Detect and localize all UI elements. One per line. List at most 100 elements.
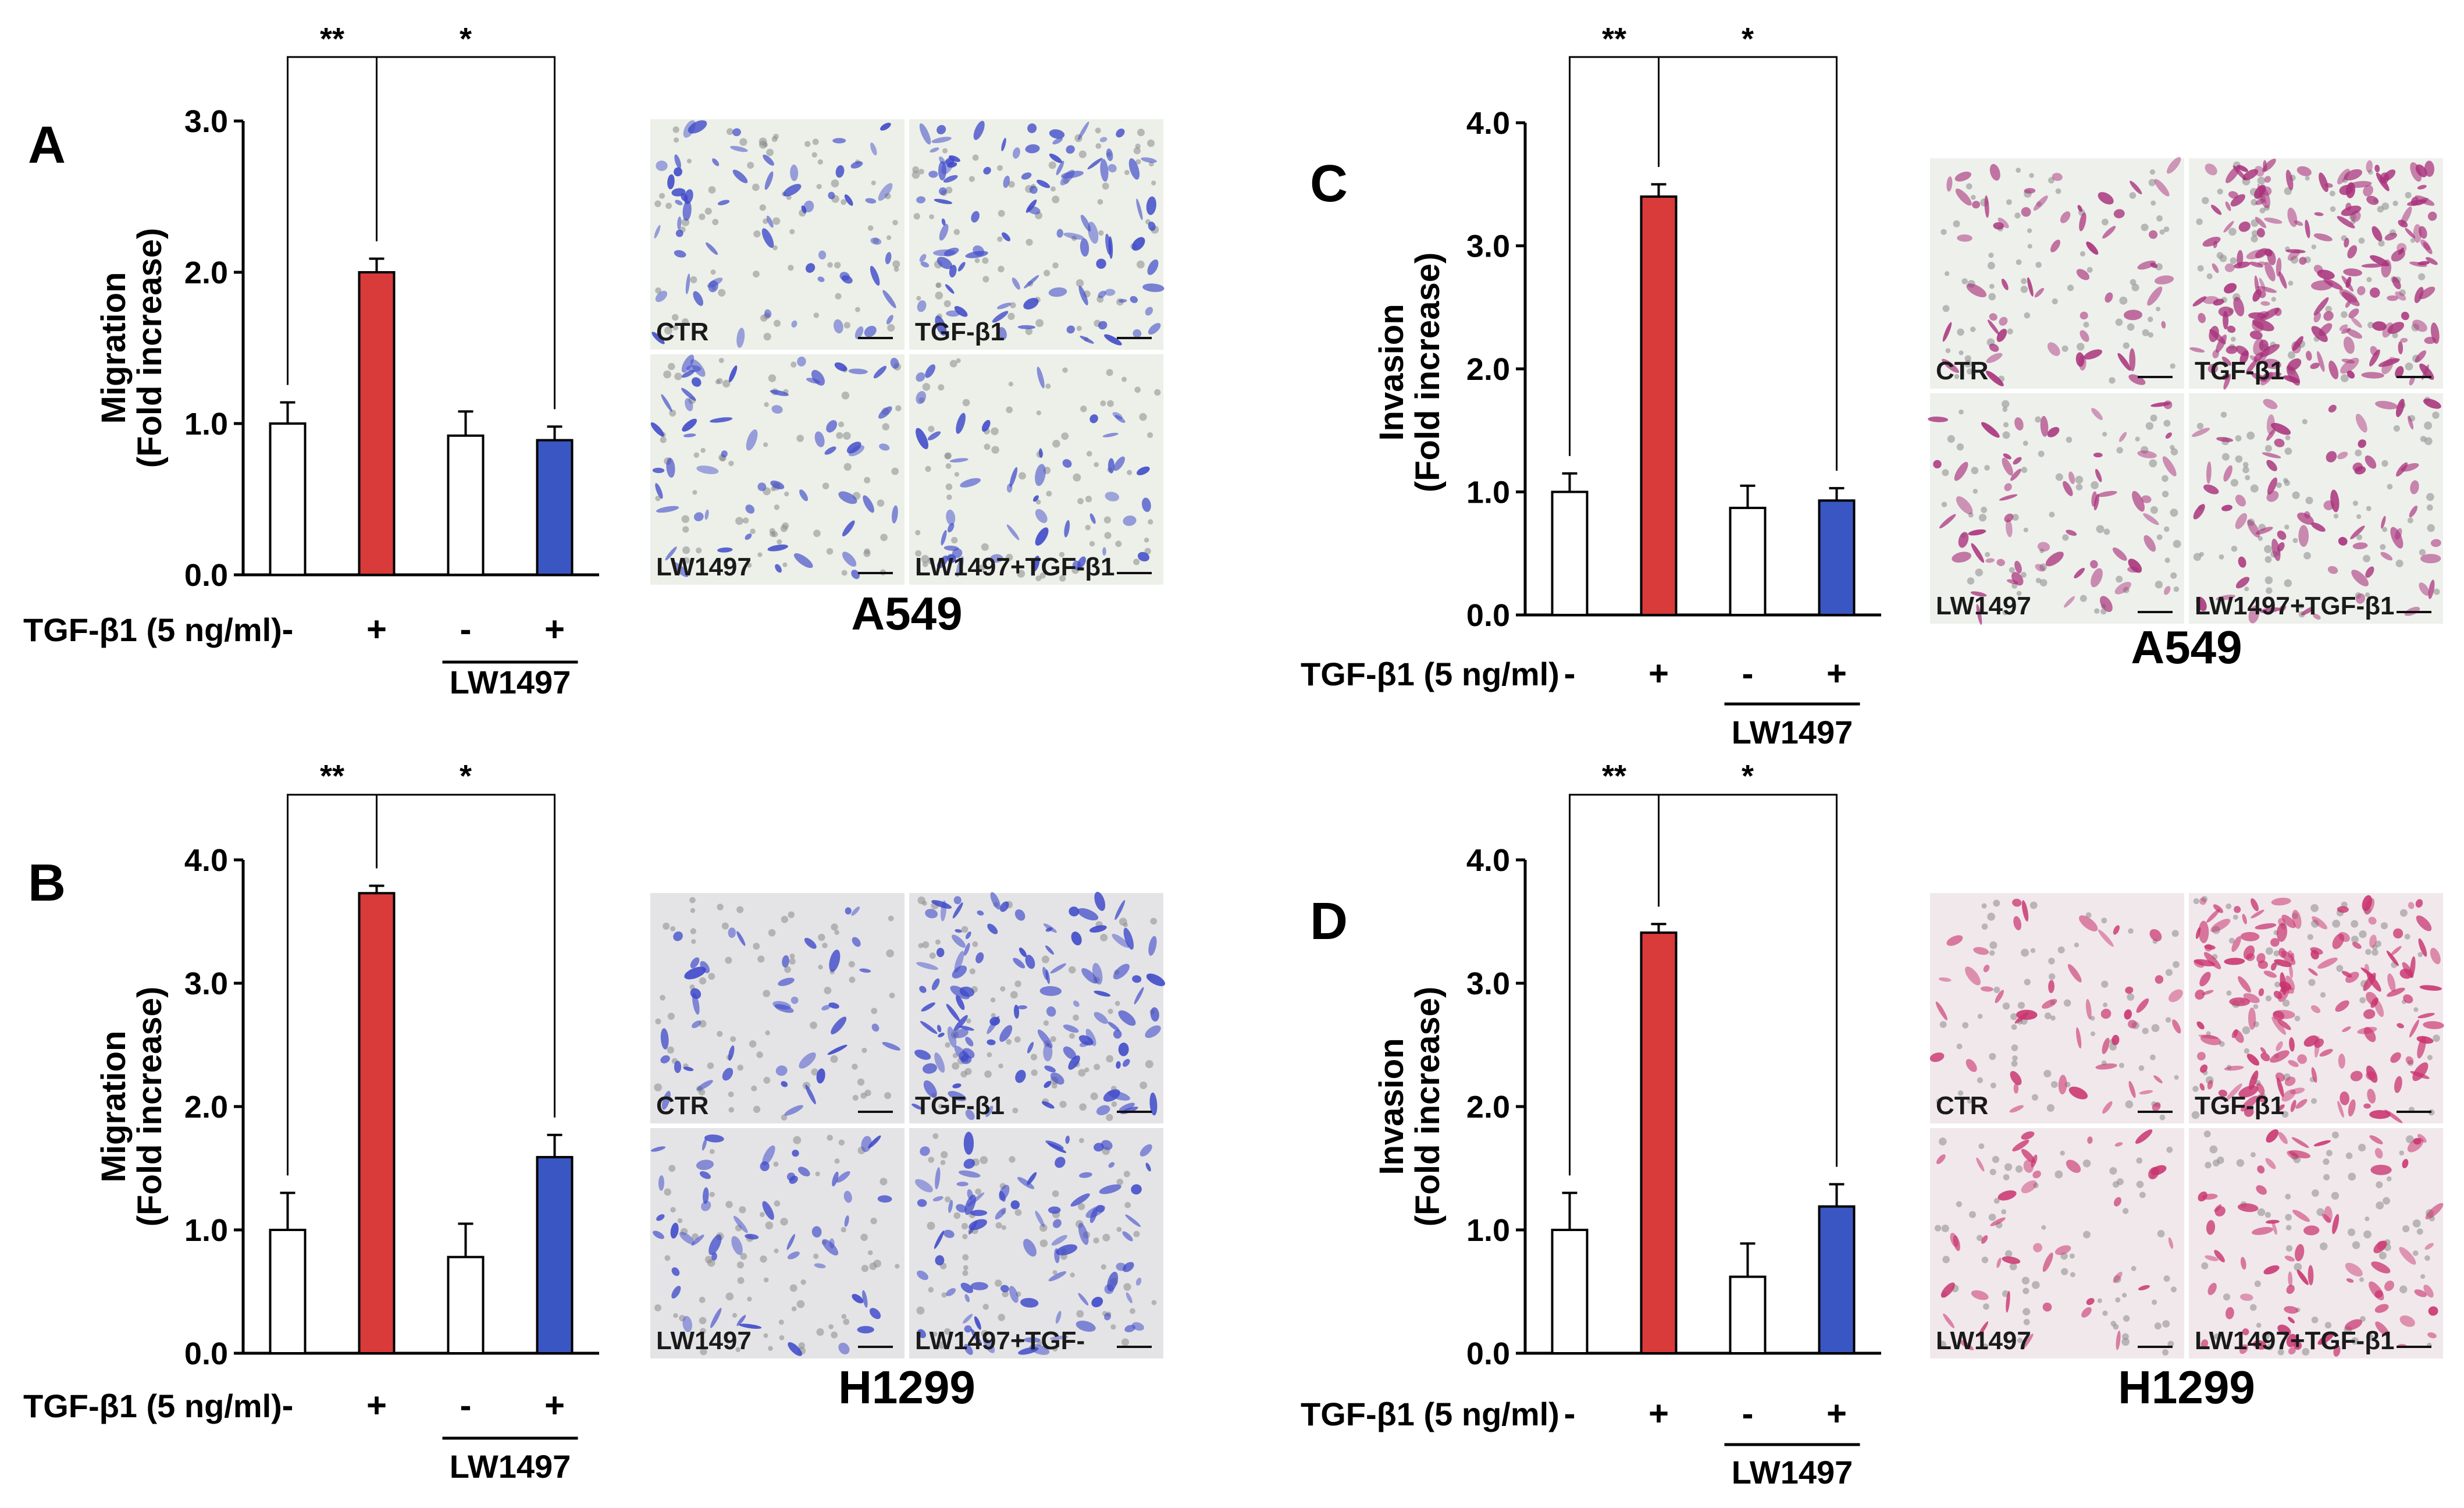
panel-letter: B: [28, 854, 66, 912]
pore-dot: [1078, 1137, 1084, 1143]
stained-cell: [650, 422, 664, 437]
pore-dot: [654, 1304, 662, 1312]
pore-dot: [991, 446, 999, 454]
stained-cell: [652, 467, 665, 474]
pore-dot: [1017, 570, 1026, 578]
stained-cell: [1966, 283, 1987, 297]
stained-cell: [970, 1210, 988, 1217]
pore-dot: [972, 941, 978, 947]
pore-dot: [664, 1255, 671, 1261]
stained-cell: [700, 961, 710, 973]
stained-cell: [2238, 976, 2251, 993]
pore-dot: [1954, 374, 1960, 379]
pore-dot: [962, 1233, 968, 1240]
pore-dot: [1135, 159, 1141, 165]
micrograph-quadrant: LW1497+TGF-β1: [2189, 1128, 2444, 1358]
stained-cell: [2370, 346, 2378, 356]
pore-dot: [2413, 1250, 2419, 1256]
pore-dot: [2027, 228, 2032, 233]
stained-cell: [2423, 1021, 2444, 1029]
stained-cell: [2233, 1029, 2244, 1043]
stained-cell: [965, 1109, 975, 1121]
stained-cell: [2114, 1197, 2121, 1207]
stained-cell: [1062, 459, 1072, 468]
pore-dot: [779, 1335, 785, 1340]
stained-cell: [2270, 962, 2277, 971]
pore-dot: [2170, 363, 2175, 369]
pore-dot: [1077, 498, 1084, 504]
stained-cell: [2414, 1289, 2427, 1297]
pore-dot: [2017, 1338, 2023, 1343]
pore-dot: [1116, 1226, 1122, 1232]
stained-cell: [1024, 275, 1039, 289]
pore-dot: [1103, 516, 1112, 524]
pore-dot: [1967, 368, 1973, 375]
stained-cell: [1065, 1135, 1070, 1144]
pore-dot: [2320, 992, 2326, 998]
stained-cell: [1029, 1344, 1050, 1355]
stained-cell: [675, 229, 683, 237]
pore-dot: [2020, 572, 2027, 578]
stained-cell: [1036, 179, 1051, 188]
pore-dot: [2271, 297, 2276, 302]
pore-dot: [2009, 567, 2015, 573]
stained-cell: [1103, 1089, 1120, 1102]
pore-dot: [1044, 269, 1051, 276]
pore-dot: [2162, 1320, 2170, 1328]
stained-cell: [953, 1015, 968, 1032]
cell-line-title: H1299: [838, 1361, 975, 1413]
pore-dot: [1985, 552, 1991, 557]
stained-cell: [954, 1045, 969, 1062]
stained-cell: [2200, 1339, 2209, 1349]
stained-cell: [790, 164, 799, 182]
y-tick-label: 1.0: [184, 407, 228, 442]
stained-cell: [2125, 986, 2134, 994]
group-label: LW1497: [1732, 714, 1853, 751]
stained-cell: [2290, 1100, 2296, 1112]
stained-cell: [1089, 513, 1096, 524]
stained-cell: [1071, 931, 1082, 945]
stained-cell: [712, 158, 720, 166]
pore-dot: [2381, 202, 2390, 210]
stained-cell: [2035, 564, 2045, 572]
stained-cell: [873, 365, 887, 379]
stained-cell: [947, 522, 955, 533]
pore-dot: [811, 1068, 818, 1076]
stained-cell: [1078, 1222, 1089, 1245]
stained-cell: [892, 505, 898, 524]
stained-cell: [2351, 570, 2369, 586]
pore-dot: [1094, 1064, 1101, 1070]
pore-dot: [663, 922, 670, 930]
stained-cell: [2343, 268, 2363, 276]
stained-cell: [2277, 1324, 2291, 1336]
pore-dot: [2163, 1275, 2170, 1282]
stained-cell: [1148, 323, 1161, 335]
stained-cell: [2402, 1159, 2409, 1168]
stained-cell: [2064, 596, 2075, 608]
pore-dot: [2265, 947, 2273, 955]
pore-dot: [2061, 345, 2068, 352]
stained-cell: [2194, 959, 2216, 967]
pore-dot: [2231, 545, 2238, 552]
stained-cell: [2213, 298, 2224, 306]
stained-cell: [2238, 1085, 2259, 1098]
stained-cell: [2324, 1205, 2333, 1224]
pore-dot: [2086, 266, 2093, 273]
pore-dot: [2016, 168, 2021, 173]
pore-dot: [1059, 1101, 1067, 1108]
pore-dot: [2424, 421, 2433, 430]
stained-cell: [2400, 337, 2408, 343]
pore-dot: [2242, 461, 2249, 468]
pore-dot: [953, 1212, 961, 1219]
stained-cell: [963, 1158, 975, 1169]
stained-cell: [2265, 1219, 2280, 1224]
stained-cell: [2257, 1165, 2265, 1174]
stained-cell: [822, 1239, 839, 1256]
stained-cell: [1035, 1211, 1045, 1228]
pore-dot: [2244, 1048, 2250, 1054]
stained-cell: [1146, 973, 1166, 986]
stained-cell: [2292, 1210, 2310, 1222]
treatment-label: TGF-β1 (5 ng/ml): [23, 1388, 282, 1424]
pore-dot: [1052, 1346, 1058, 1352]
pore-dot: [936, 282, 942, 288]
